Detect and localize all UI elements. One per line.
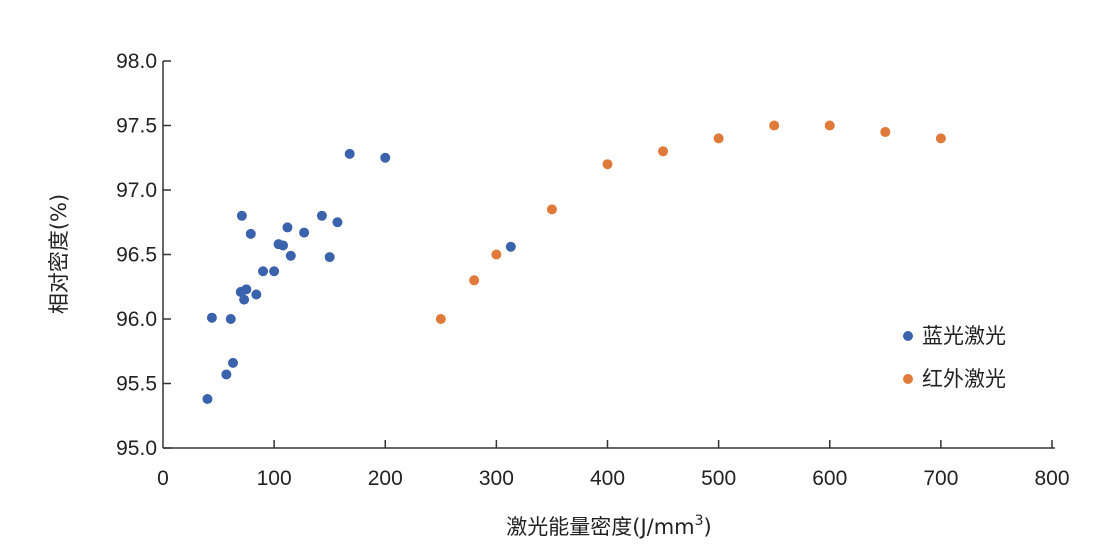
data-point-blue (278, 240, 289, 251)
data-point-blue (299, 227, 310, 238)
data-point-blue (344, 148, 355, 159)
data-point-blue (505, 241, 516, 252)
legend-label-blue: 蓝光激光 (922, 324, 1006, 348)
data-point-orange (546, 204, 557, 215)
legend-label-orange: 红外激光 (922, 367, 1006, 391)
x-axis-title-sup: 3 (695, 513, 704, 529)
data-point-orange (880, 126, 891, 137)
x-tick-label: 600 (812, 467, 847, 490)
data-point-orange (602, 159, 613, 170)
data-point-blue (285, 250, 296, 261)
data-point-blue (251, 289, 262, 300)
data-point-blue (282, 222, 293, 233)
x-axis-title-main: 激光能量密度(J/mm (506, 515, 694, 539)
x-tick-label: 200 (368, 467, 403, 490)
y-axis-title: 相对密度(%) (47, 194, 71, 314)
data-point-orange (935, 133, 946, 144)
data-point-blue (239, 294, 250, 305)
data-point-blue (269, 266, 280, 277)
data-point-blue (225, 314, 236, 324)
x-axis-title-close: ) (704, 515, 712, 539)
y-tick-label: 96.5 (116, 244, 157, 267)
data-point-blue (380, 152, 391, 163)
data-points (202, 120, 946, 404)
data-point-blue (332, 217, 343, 228)
data-point-blue (258, 266, 269, 277)
legend-marker-orange (903, 374, 913, 384)
data-point-blue (245, 228, 256, 239)
x-tick-label: 500 (701, 467, 736, 490)
x-axis-title: 激光能量密度(J/mm3) (506, 513, 712, 539)
data-point-orange (435, 314, 446, 324)
x-tick-label: 0 (157, 467, 169, 490)
data-point-blue (206, 312, 217, 323)
data-point-orange (658, 146, 669, 157)
x-tick-label: 800 (1034, 467, 1069, 490)
y-tick-label: 95.0 (116, 437, 157, 460)
x-tick-label: 700 (923, 467, 958, 490)
data-point-orange (769, 120, 780, 131)
legend-marker-blue (903, 331, 913, 341)
data-point-blue (236, 210, 247, 221)
y-tick-label: 97.0 (116, 179, 157, 202)
y-tick-label: 95.5 (116, 373, 157, 396)
x-ticks: 0 100 200 300 400 500 600 700 800 (157, 440, 1070, 490)
data-point-blue (324, 252, 335, 263)
legend: 蓝光激光 红外激光 (903, 324, 1006, 391)
data-point-blue (228, 357, 239, 368)
data-point-orange (713, 133, 724, 144)
data-point-blue (221, 369, 232, 380)
data-point-blue (241, 284, 252, 295)
data-point-orange (491, 249, 502, 260)
x-tick-label: 300 (479, 467, 514, 490)
y-tick-label: 98.0 (116, 50, 157, 73)
y-tick-label: 97.5 (116, 115, 157, 138)
y-ticks: 95.0 95.5 96.0 96.5 97.0 97.5 98.0 (116, 50, 171, 460)
y-tick-label: 96.0 (116, 308, 157, 331)
x-tick-label: 100 (257, 467, 292, 490)
data-point-orange (469, 275, 480, 286)
data-point-blue (202, 393, 213, 404)
data-point-blue (316, 210, 327, 221)
data-point-orange (824, 120, 835, 131)
x-tick-label: 400 (590, 467, 625, 490)
